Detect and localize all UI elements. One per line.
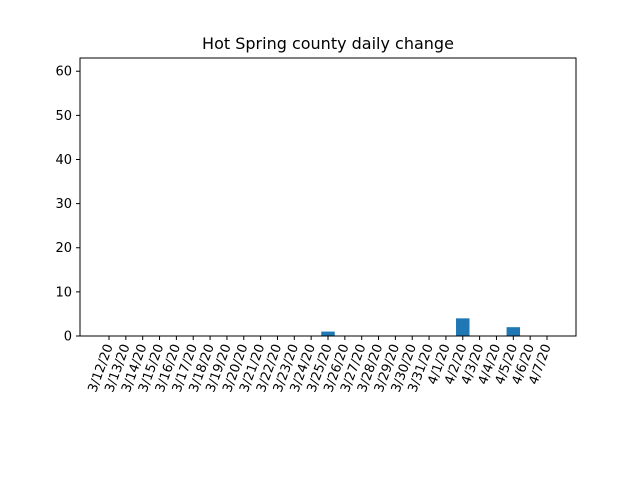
y-tick-label-0: 0 xyxy=(64,330,72,345)
y-tick-label-20: 20 xyxy=(55,241,72,256)
y-tick-label-60: 60 xyxy=(55,65,72,80)
y-tick-label-10: 10 xyxy=(55,285,72,300)
axes-frame xyxy=(79,57,577,337)
y-tick-label-30: 30 xyxy=(55,197,72,212)
plot-area: 01020304050603/12/203/13/203/14/203/15/2… xyxy=(55,57,577,394)
bar-4/5/20 xyxy=(506,327,521,336)
y-tick-label-40: 40 xyxy=(55,153,72,168)
bar-4/2/20 xyxy=(456,318,470,336)
bar-3/25/20 xyxy=(321,331,335,336)
y-tick-label-50: 50 xyxy=(55,109,72,124)
chart-title: Hot Spring county daily change xyxy=(202,34,454,53)
